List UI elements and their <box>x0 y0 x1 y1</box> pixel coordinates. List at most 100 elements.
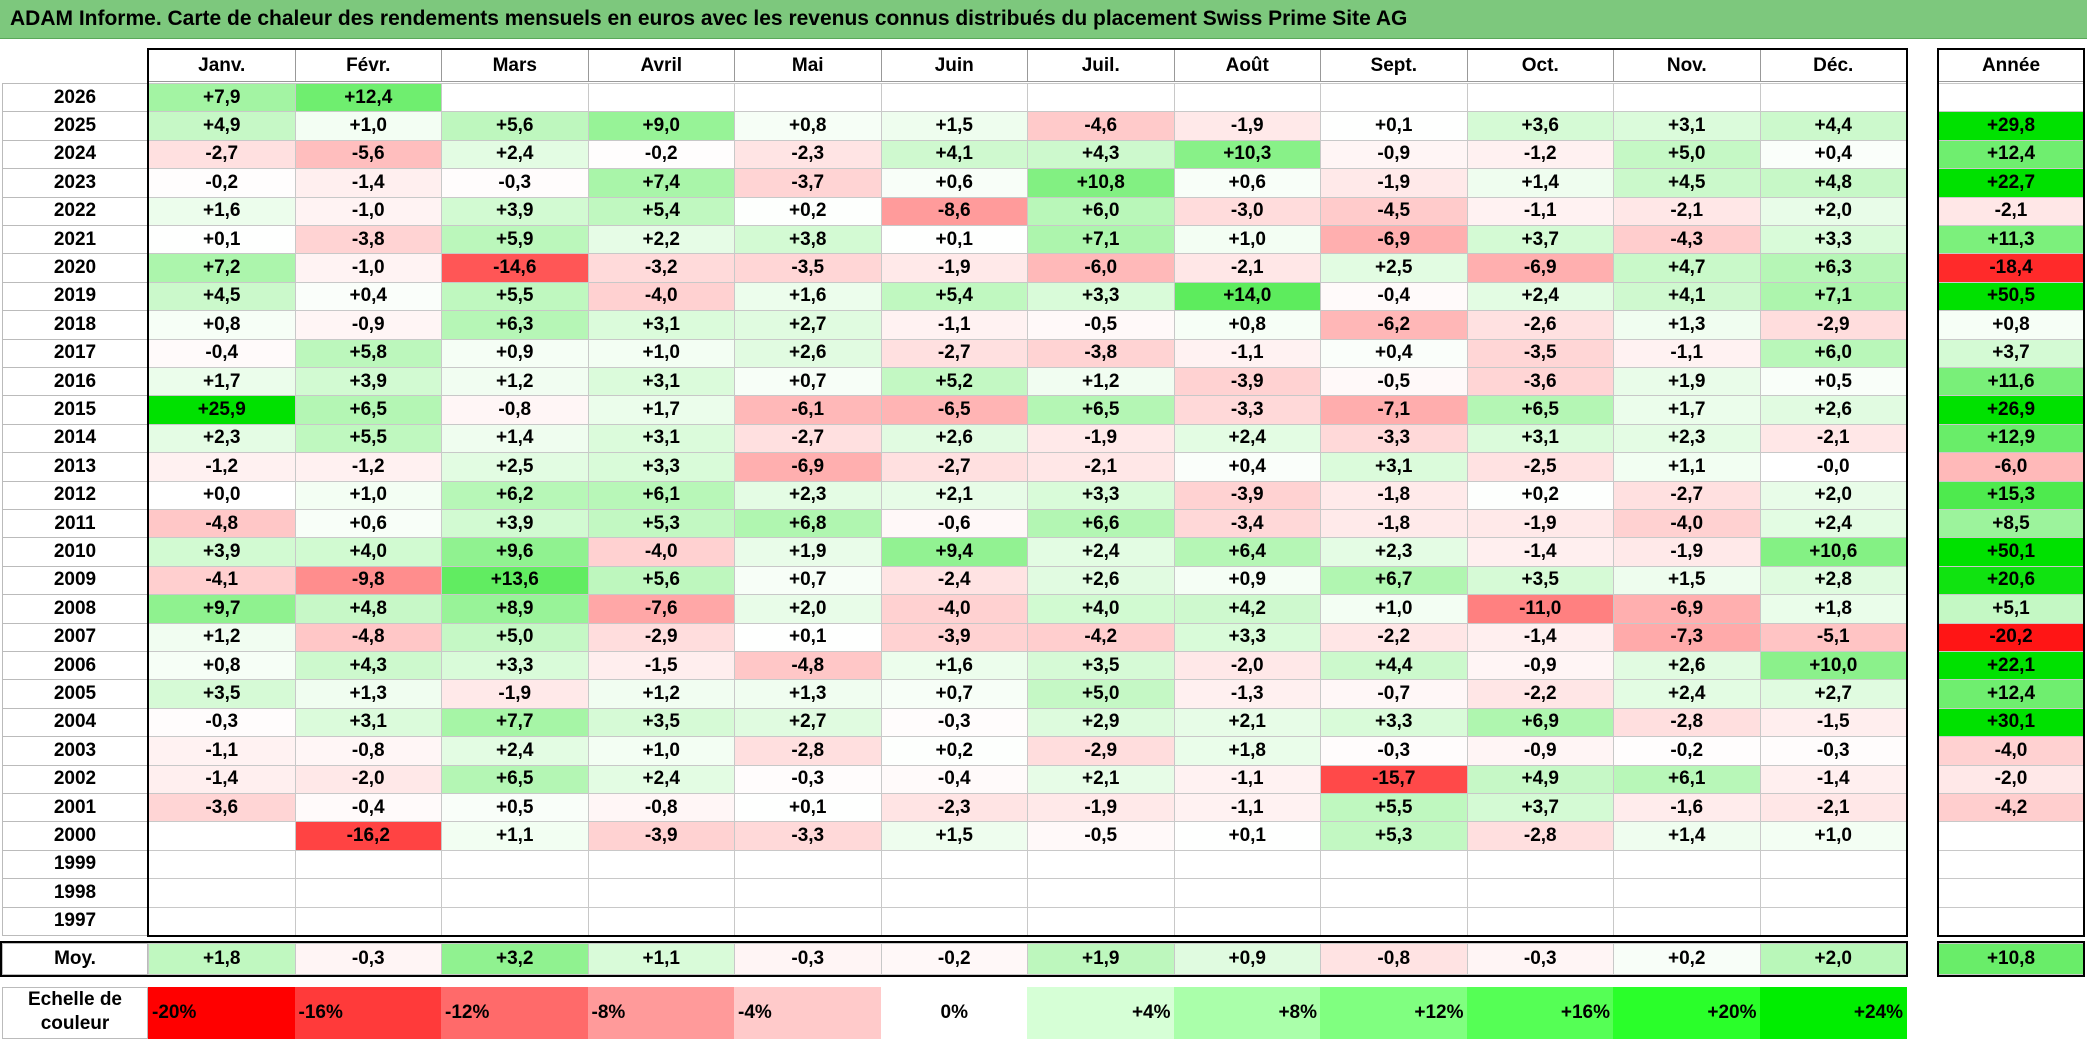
average-cell: -0,3 <box>1466 943 1614 975</box>
month-header: Nov. <box>1613 49 1761 82</box>
heatmap-cell: +4,1 <box>880 139 1028 170</box>
heatmap-cell: +0,6 <box>880 168 1028 198</box>
color-scale-label-line2: couleur <box>40 1013 110 1034</box>
heatmap-cell: +4,9 <box>1466 764 1614 794</box>
heatmap-cell <box>294 906 442 936</box>
heatmap-cell: +2,6 <box>1613 651 1761 681</box>
annual-cell <box>1938 83 2084 113</box>
average-cell: +0,9 <box>1173 943 1321 975</box>
heatmap-cell: +6,3 <box>441 310 589 340</box>
heatmap-cell: +9,4 <box>880 537 1028 567</box>
year-label: 2014 <box>2 423 148 454</box>
heatmap-cell: -1,4 <box>148 764 296 794</box>
heatmap-cell <box>294 849 442 880</box>
heatmap-cell: +3,9 <box>441 509 589 539</box>
heatmap-cell <box>1759 849 1907 880</box>
heatmap-cell <box>1173 849 1321 880</box>
year-label: 2001 <box>2 793 148 823</box>
annual-cell: +50,1 <box>1938 537 2084 567</box>
heatmap-cell: -2,2 <box>1320 622 1468 652</box>
heatmap-cell: -0,2 <box>587 139 735 170</box>
heatmap-cell: +6,5 <box>441 764 589 794</box>
color-scale-step: +4% <box>1027 987 1175 1039</box>
heatmap-cell: +2,0 <box>734 594 882 624</box>
heatmap-cell: -2,8 <box>1466 821 1614 851</box>
heatmap-cell: +1,6 <box>880 651 1028 681</box>
heatmap-cell: -0,8 <box>587 793 735 823</box>
heatmap-cell: +5,5 <box>441 281 589 312</box>
heatmap-cell: -1,1 <box>1173 793 1321 823</box>
annual-cell <box>1938 906 2084 936</box>
color-scale-step: +16% <box>1466 987 1614 1039</box>
heatmap-cell: -0,9 <box>294 310 442 340</box>
year-label: 2015 <box>2 395 148 425</box>
heatmap-cell: -3,9 <box>1173 480 1321 510</box>
heatmap-cell: +0,1 <box>148 225 296 255</box>
heatmap-cell: +5,0 <box>441 622 589 652</box>
heatmap-cell: +2,0 <box>1759 196 1907 226</box>
heatmap-cell: -2,1 <box>1759 423 1907 454</box>
heatmap-cell: -2,9 <box>1759 310 1907 340</box>
year-label: 1999 <box>2 849 148 880</box>
heatmap-cell: -2,1 <box>1759 793 1907 823</box>
heatmap-cell: -1,4 <box>1466 537 1614 567</box>
color-scale-step: -20% <box>148 987 296 1039</box>
heatmap-cell: -6,9 <box>1466 253 1614 283</box>
heatmap-cell: +6,2 <box>441 480 589 510</box>
color-scale-step: -4% <box>734 987 882 1039</box>
heatmap-cell: -0,9 <box>1466 651 1614 681</box>
heatmap-cell: +2,3 <box>148 423 296 454</box>
heatmap-cell: -1,1 <box>1173 764 1321 794</box>
heatmap-cell: +1,2 <box>148 622 296 652</box>
heatmap-cell: -1,9 <box>1466 509 1614 539</box>
heatmap-cell: +1,3 <box>1613 310 1761 340</box>
heatmap-cell: -2,7 <box>734 423 882 454</box>
heatmap-cell: +1,7 <box>587 395 735 425</box>
heatmap-cell: +5,4 <box>587 196 735 226</box>
heatmap-cell: +6,6 <box>1027 509 1175 539</box>
heatmap-cell: -1,4 <box>1759 764 1907 794</box>
heatmap-cell: +0,8 <box>148 651 296 681</box>
heatmap-cell: +1,4 <box>441 423 589 454</box>
heatmap-cell: -1,9 <box>880 253 1028 283</box>
heatmap-cell: +0,4 <box>1320 338 1468 368</box>
heatmap-cell: +1,3 <box>294 679 442 709</box>
heatmap-cell: -0,3 <box>441 168 589 198</box>
heatmap-cell: -5,1 <box>1759 622 1907 652</box>
heatmap-cell: +1,8 <box>1173 736 1321 766</box>
heatmap-cell <box>1027 906 1175 936</box>
heatmap-cell: +2,3 <box>1320 537 1468 567</box>
annual-cell: -6,0 <box>1938 452 2084 482</box>
color-scale-step: -12% <box>441 987 589 1039</box>
heatmap-cell: +7,7 <box>441 707 589 738</box>
heatmap-cell: +4,3 <box>1027 139 1175 170</box>
heatmap-cell: +1,0 <box>1173 225 1321 255</box>
heatmap-cell: +1,7 <box>1613 395 1761 425</box>
heatmap-cell: +2,7 <box>734 707 882 738</box>
heatmap-cell <box>734 878 882 908</box>
heatmap-cell: -1,4 <box>1466 622 1614 652</box>
heatmap-cell: +4,0 <box>1027 594 1175 624</box>
annual-cell <box>1938 821 2084 851</box>
heatmap-cell: +0,9 <box>1173 565 1321 596</box>
heatmap-cell: +2,6 <box>1027 565 1175 596</box>
heatmap-cell: +6,9 <box>1466 707 1614 738</box>
heatmap-cell: +1,4 <box>1466 168 1614 198</box>
heatmap-cell: -2,4 <box>880 565 1028 596</box>
heatmap-cell <box>1466 83 1614 113</box>
heatmap-cell <box>1466 849 1614 880</box>
heatmap-cell <box>587 83 735 113</box>
year-label: 2019 <box>2 281 148 312</box>
average-cell: +3,2 <box>441 943 589 975</box>
heatmap-cell: -0,5 <box>1027 310 1175 340</box>
heatmap-cell: +1,6 <box>148 196 296 226</box>
heatmap-cell <box>880 83 1028 113</box>
heatmap-cell: -1,9 <box>441 679 589 709</box>
year-column-header: Année <box>1938 49 2084 82</box>
year-label: 2009 <box>2 565 148 596</box>
heatmap-cell: +3,1 <box>587 310 735 340</box>
heatmap-cell: +3,1 <box>587 423 735 454</box>
heatmap-cell: +4,9 <box>148 111 296 141</box>
heatmap-cell: -1,0 <box>294 253 442 283</box>
heatmap-cell: -3,6 <box>148 793 296 823</box>
